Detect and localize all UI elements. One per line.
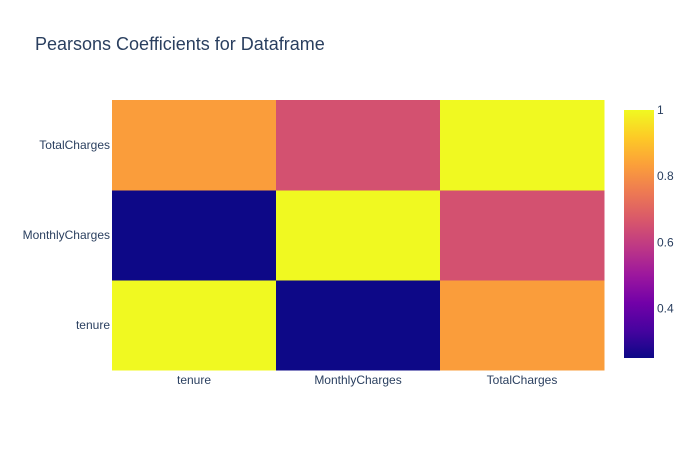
y-tick-label: tenure [76, 318, 110, 332]
heatmap-cell-MonthlyCharges-TotalCharges [440, 190, 605, 281]
colorbar-tick-label: 0.4 [657, 301, 674, 315]
y-tick-label: MonthlyCharges [23, 228, 110, 242]
heatmap-cell-TotalCharges-TotalCharges [440, 100, 605, 191]
colorbar-ticks: 1 0.8 0.6 0.4 [657, 103, 674, 315]
colorbar-tick-label: 0.6 [657, 235, 674, 249]
colorbar-gradient [624, 110, 654, 358]
heatmap-cell-TotalCharges-tenure [112, 100, 277, 191]
y-axis-ticks: tenure MonthlyCharges TotalCharges [23, 138, 111, 332]
heatmap-cell-tenure-MonthlyCharges [276, 280, 441, 371]
heatmap-cells [112, 100, 605, 371]
x-tick-label: TotalCharges [487, 373, 558, 387]
y-tick-label: TotalCharges [39, 138, 110, 152]
colorbar-tick-label: 1 [657, 103, 664, 117]
colorbar: 1 0.8 0.6 0.4 [624, 103, 674, 358]
heatmap-cell-MonthlyCharges-MonthlyCharges [276, 190, 441, 281]
heatmap-cell-MonthlyCharges-tenure [112, 190, 277, 281]
x-tick-label: MonthlyCharges [314, 373, 401, 387]
heatmap-cell-tenure-TotalCharges [440, 280, 605, 371]
x-tick-label: tenure [177, 373, 211, 387]
x-axis-ticks: tenure MonthlyCharges TotalCharges [177, 373, 557, 387]
heatmap-cell-TotalCharges-MonthlyCharges [276, 100, 441, 191]
colorbar-tick-label: 0.8 [657, 169, 674, 183]
chart-title: Pearsons Coefficients for Dataframe [35, 34, 325, 54]
heatmap-cell-tenure-tenure [112, 280, 277, 371]
